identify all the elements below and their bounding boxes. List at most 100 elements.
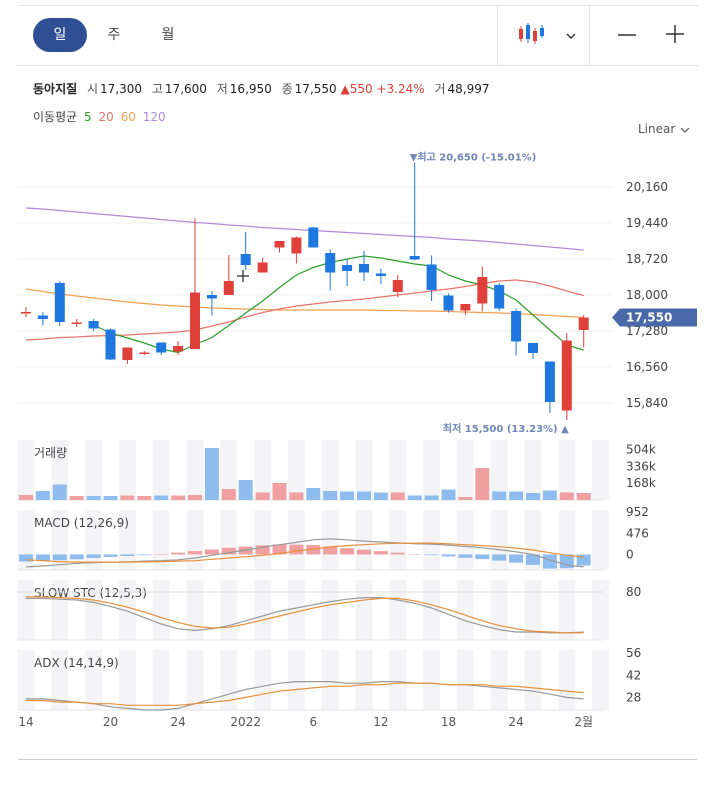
volume-bar — [576, 493, 591, 500]
plus-icon[interactable] — [665, 24, 685, 48]
tab-month[interactable]: 월 — [161, 27, 175, 43]
macd-tick-label: 952 — [626, 505, 649, 519]
macd-histogram-bar — [120, 554, 135, 556]
panel-stripe — [558, 650, 576, 710]
panel-stripe — [456, 650, 474, 710]
panel-stripe — [592, 510, 610, 570]
panel-stripe — [254, 580, 272, 640]
adx-tick-label: 56 — [626, 646, 641, 660]
price-tick-label: 18,000 — [626, 288, 668, 302]
candle-up — [122, 347, 133, 360]
panel-stripe — [524, 650, 542, 710]
volume-bar — [458, 497, 473, 500]
x-axis-tick-label: 18 — [441, 715, 456, 729]
tab-week[interactable]: 주 — [107, 27, 121, 43]
panel-stripe — [355, 650, 373, 710]
price-tick-label: 19,440 — [626, 216, 668, 230]
adx-signal-line — [26, 682, 584, 706]
candlestick-icon[interactable] — [518, 23, 544, 49]
macd-histogram-bar — [272, 544, 287, 555]
volume-bar — [373, 492, 388, 500]
panel-stripe — [423, 510, 441, 570]
macd-histogram-bar — [509, 554, 524, 563]
x-axis-tick-label: 24 — [170, 715, 185, 729]
x-axis-tick-label: 6 — [309, 715, 317, 729]
candle-up — [71, 322, 82, 324]
macd-histogram-bar — [576, 554, 591, 566]
macd-histogram-bar — [542, 554, 557, 569]
chart-bottom-border — [18, 759, 697, 760]
moving-average-legend: 이동평균 5 20 60 120 — [33, 108, 166, 125]
panel-stripe — [456, 510, 474, 570]
volume-bar — [69, 496, 84, 500]
minus-icon[interactable] — [617, 25, 637, 49]
tab-day[interactable]: 일 — [33, 18, 87, 52]
macd-histogram-bar — [492, 554, 507, 561]
panel-stripe — [118, 580, 136, 640]
panel-stripe — [287, 440, 305, 500]
panel-stripe — [51, 650, 69, 710]
macd-histogram-bar — [340, 548, 355, 555]
adx-tick-label: 42 — [626, 668, 641, 682]
scale-label: Linear — [638, 122, 676, 136]
panel-stripe — [118, 440, 136, 500]
open-value: 17,300 — [100, 82, 143, 96]
toolbar-bottom-border — [18, 65, 699, 66]
panel-stripe — [220, 440, 238, 500]
panel-stripe — [355, 580, 373, 640]
candle-down — [544, 361, 555, 402]
panel-stripe — [254, 510, 272, 570]
candle-up — [477, 277, 488, 304]
panel-stripe — [186, 440, 204, 500]
panel-stripe — [254, 650, 272, 710]
panel-stripe — [186, 650, 204, 710]
candle-down — [206, 295, 217, 299]
toolbar-separator — [497, 5, 498, 65]
volume-bar — [289, 492, 304, 500]
macd-histogram-bar — [137, 554, 152, 556]
adx-panel-title: ADX (14,14,9) — [34, 656, 119, 670]
price-tick-label: 20,160 — [626, 180, 668, 194]
scale-selector[interactable]: Linear — [638, 122, 691, 136]
candle-down — [37, 315, 48, 319]
candle-up — [392, 280, 403, 292]
min-price-label: 최저 15,500 (13.23%) ▲ — [443, 422, 569, 435]
panel-stripe — [423, 580, 441, 640]
chevron-down-icon — [680, 127, 690, 133]
macd-histogram-bar — [458, 554, 473, 558]
ma5-line — [93, 255, 584, 354]
panel-stripe — [17, 440, 35, 500]
macd-histogram-bar — [35, 554, 50, 562]
volume-panel-title: 거래량 — [34, 446, 67, 460]
candle-down — [308, 227, 319, 248]
panel-stripe — [490, 650, 508, 710]
x-axis-tick-label: 14 — [18, 715, 33, 729]
panel-stripe — [51, 580, 69, 640]
toolbar-top-border — [18, 5, 699, 6]
panel-stripe — [17, 650, 35, 710]
macd-histogram-bar — [306, 545, 321, 555]
macd-panel-title: MACD (12,26,9) — [34, 516, 129, 530]
chevron-down-icon[interactable] — [565, 26, 577, 45]
candle-up — [173, 346, 184, 352]
macd-histogram-bar — [559, 554, 574, 569]
candle-up — [139, 352, 150, 354]
candle-down — [240, 254, 251, 265]
panel-stripe — [355, 440, 373, 500]
volume-bar — [103, 496, 118, 500]
volume-bar — [137, 496, 152, 500]
candle-down — [528, 343, 538, 353]
chart-toolbar: 일 주 월 — [0, 0, 719, 70]
panel-stripe — [321, 440, 339, 500]
volume-bar — [424, 495, 439, 500]
ma120-legend: 120 — [142, 110, 166, 124]
current-price-tag — [612, 308, 697, 327]
stock-summary: 동아지질 시 17,300 고 17,600 저 16,950 종 17,550 ▲55… — [33, 80, 490, 97]
volume-bar — [509, 491, 524, 500]
panel-stripe — [220, 580, 238, 640]
panel-stripe — [490, 440, 508, 500]
volume-bar — [188, 495, 202, 500]
panel-stripe — [85, 650, 103, 710]
panel-stripe — [524, 580, 542, 640]
